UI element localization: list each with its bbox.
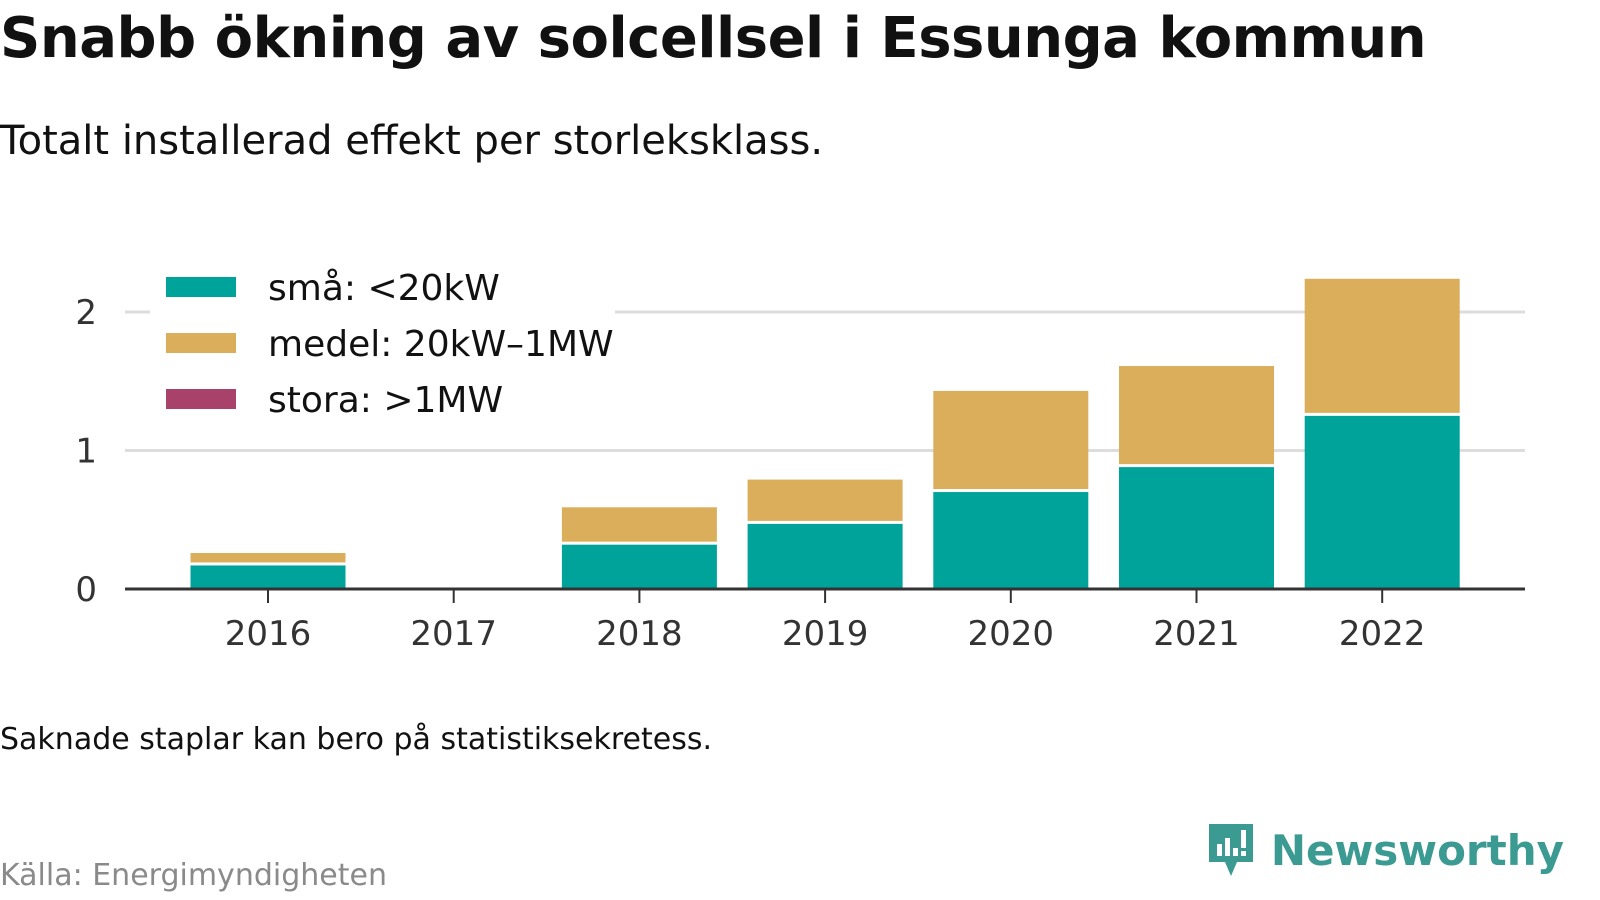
stacked-bar-chart: 0 1 2 2016 2017 2018 2019 2020 2021 2022 små: <20… [75, 256, 1525, 654]
chart-title: Snabb ökning av solcellsel i Essunga kom… [0, 6, 1427, 71]
brand-name: Newsworthy [1270, 825, 1564, 875]
bar-2018-series-1 [561, 544, 717, 589]
footnote: Saknade staplar kan bero på statistiksek… [0, 722, 713, 757]
bar-2016-series-2 [190, 552, 346, 563]
y-tick-label: 0 [75, 570, 97, 610]
bar-2016-series-1 [190, 565, 346, 589]
x-tick-label-2020: 2020 [968, 614, 1055, 654]
bar-2018-series-2 [561, 507, 717, 542]
newsworthy-icon [1208, 824, 1253, 876]
source-label: Källa: Energimyndigheten [0, 858, 387, 893]
bar-2019-series-2 [747, 479, 903, 521]
legend-label-3: stora: >1MW [268, 380, 503, 421]
bar-2022-series-1 [1304, 415, 1460, 589]
bar-2020-series-1 [933, 492, 1089, 589]
legend-label-2: medel: 20kW–1MW [268, 324, 614, 365]
y-tick-label: 1 [75, 432, 97, 472]
newsworthy-logo: Newsworthy [1205, 820, 1564, 880]
x-tick-label-2021: 2021 [1153, 614, 1240, 654]
bar-2020-series-2 [933, 390, 1089, 490]
legend-swatch-3 [166, 389, 236, 409]
x-tick-label-2019: 2019 [782, 614, 869, 654]
bar-2019-series-1 [747, 523, 903, 589]
x-tick-label-2016: 2016 [225, 614, 312, 654]
legend-label-1: små: <20kW [268, 268, 500, 309]
bar-2021-series-1 [1119, 467, 1274, 589]
bar-2022-series-2 [1304, 278, 1460, 413]
legend-swatch-1 [166, 277, 236, 297]
legend-swatch-2 [166, 333, 236, 353]
y-tick-label: 2 [75, 293, 97, 333]
x-tick-label-2018: 2018 [596, 614, 683, 654]
x-tick-label-2017: 2017 [410, 614, 497, 654]
bar-2021-series-2 [1119, 366, 1274, 465]
chart-subtitle: Totalt installerad effekt per storlekskl… [0, 118, 824, 164]
x-tick-label-2022: 2022 [1339, 614, 1426, 654]
